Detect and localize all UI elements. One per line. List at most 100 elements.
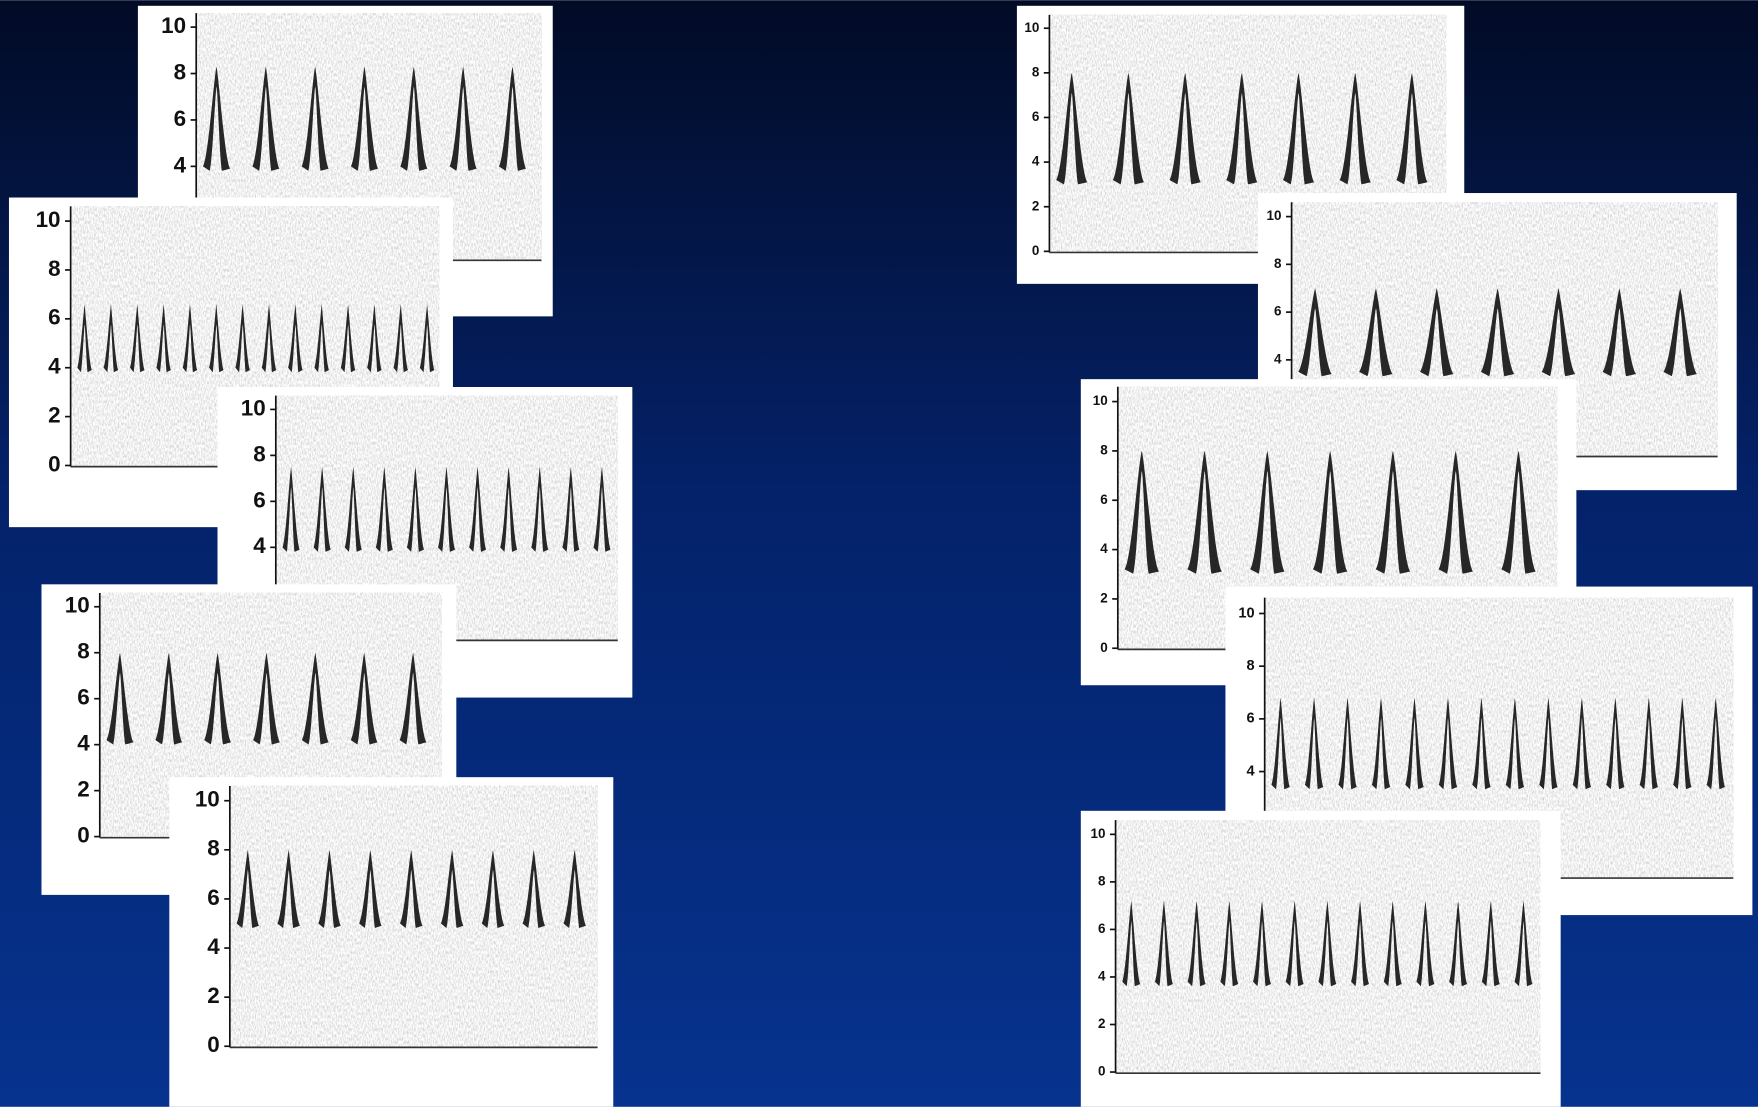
y-tick-label: 4	[77, 731, 90, 756]
syllable	[318, 849, 341, 928]
y-tick-label: 8	[77, 639, 89, 664]
syllable	[437, 466, 456, 552]
syllable	[1351, 900, 1370, 987]
syllable	[282, 466, 300, 552]
y-tick-label: 10	[36, 207, 61, 232]
y-tick-label: 4	[1100, 541, 1108, 556]
syllable	[1339, 72, 1371, 185]
y-tick-label: 10	[195, 787, 220, 812]
syllable	[1056, 72, 1088, 185]
syllable	[406, 466, 424, 552]
syllable	[77, 304, 92, 373]
y-tick-label: 8	[48, 256, 60, 281]
syllable	[235, 304, 250, 373]
syllable	[1154, 900, 1173, 987]
y-tick-label: 8	[1098, 873, 1106, 888]
syllable	[1639, 697, 1659, 790]
syllable	[106, 652, 134, 745]
y-tick-label: 6	[1098, 921, 1105, 936]
y-tick-label: 0	[1032, 243, 1039, 258]
syllable	[531, 466, 549, 552]
syllable	[1318, 900, 1337, 987]
syllable	[1285, 900, 1304, 987]
syllable	[498, 66, 527, 171]
y-tick-label: 0	[207, 1032, 219, 1057]
syllable	[156, 304, 171, 373]
y-tick-label: 6	[174, 106, 186, 131]
y-tick-label: 10	[161, 13, 186, 38]
syllable	[277, 849, 300, 928]
syllable	[1298, 288, 1332, 377]
syllable	[563, 849, 586, 928]
y-tick-label: 10	[65, 593, 90, 618]
y-tick-label: 0	[77, 823, 89, 848]
syllable	[1449, 900, 1468, 987]
syllable	[1312, 450, 1348, 574]
syllable	[440, 849, 464, 928]
syllable	[301, 652, 329, 745]
syllable	[1383, 900, 1402, 987]
syllable	[155, 652, 183, 745]
spectrogram-panel: 10 8 6 4 2 0	[169, 777, 614, 1107]
syllable	[449, 66, 477, 171]
syllable	[1572, 697, 1592, 790]
syllable	[209, 304, 224, 373]
spectrogram-noise	[1115, 820, 1541, 1073]
y-tick-label: 6	[207, 885, 219, 910]
syllable	[182, 304, 198, 373]
syllable	[375, 466, 393, 552]
syllable	[103, 304, 119, 373]
y-tick-label: 0	[1100, 640, 1107, 655]
syllable	[399, 652, 427, 745]
spectrogram-noise	[229, 785, 598, 1047]
syllable	[1420, 288, 1454, 377]
syllable	[1375, 450, 1411, 574]
syllable	[1514, 900, 1533, 987]
syllable	[1438, 450, 1473, 574]
y-tick-label: 8	[1274, 256, 1282, 271]
syllable	[419, 304, 435, 373]
syllable	[130, 304, 145, 373]
y-tick-label: 10	[1093, 393, 1108, 408]
syllable	[261, 304, 277, 373]
syllable	[1253, 900, 1272, 987]
syllable	[1539, 697, 1558, 790]
syllable	[1606, 697, 1625, 790]
y-tick-label: 6	[1274, 304, 1281, 319]
y-tick-label: 2	[48, 403, 60, 428]
syllable	[1359, 288, 1393, 377]
y-tick-label: 10	[1024, 20, 1039, 35]
y-tick-label: 4	[48, 354, 61, 379]
syllable	[1501, 450, 1536, 574]
syllable	[1472, 697, 1491, 790]
syllable	[236, 849, 260, 928]
y-tick-label: 6	[1032, 109, 1039, 124]
y-tick-label: 4	[207, 934, 220, 959]
syllable	[1187, 450, 1222, 574]
syllable	[350, 652, 378, 745]
syllable	[469, 466, 487, 552]
syllable	[1124, 450, 1160, 574]
y-tick-label: 4	[1274, 351, 1282, 366]
y-tick-label: 10	[1091, 826, 1106, 841]
y-tick-label: 4	[174, 152, 187, 177]
syllable	[1282, 72, 1315, 185]
y-tick-label: 6	[77, 685, 89, 710]
syllable	[500, 466, 518, 552]
y-tick-label: 6	[1100, 492, 1107, 507]
syllable	[481, 849, 505, 928]
y-tick-label: 4	[1032, 154, 1040, 169]
y-tick-label: 10	[241, 395, 266, 420]
y-tick-label: 8	[207, 836, 219, 861]
y-tick-label: 0	[1098, 1064, 1105, 1079]
syllable	[314, 304, 329, 373]
syllable	[313, 466, 331, 552]
spectrogram-panel: 10 8 6 4	[137, 5, 553, 317]
syllable	[1220, 900, 1239, 987]
syllable	[393, 304, 409, 373]
syllable	[1663, 288, 1697, 377]
y-tick-label: 10	[1267, 208, 1282, 223]
y-tick-label: 2	[1098, 1016, 1105, 1031]
